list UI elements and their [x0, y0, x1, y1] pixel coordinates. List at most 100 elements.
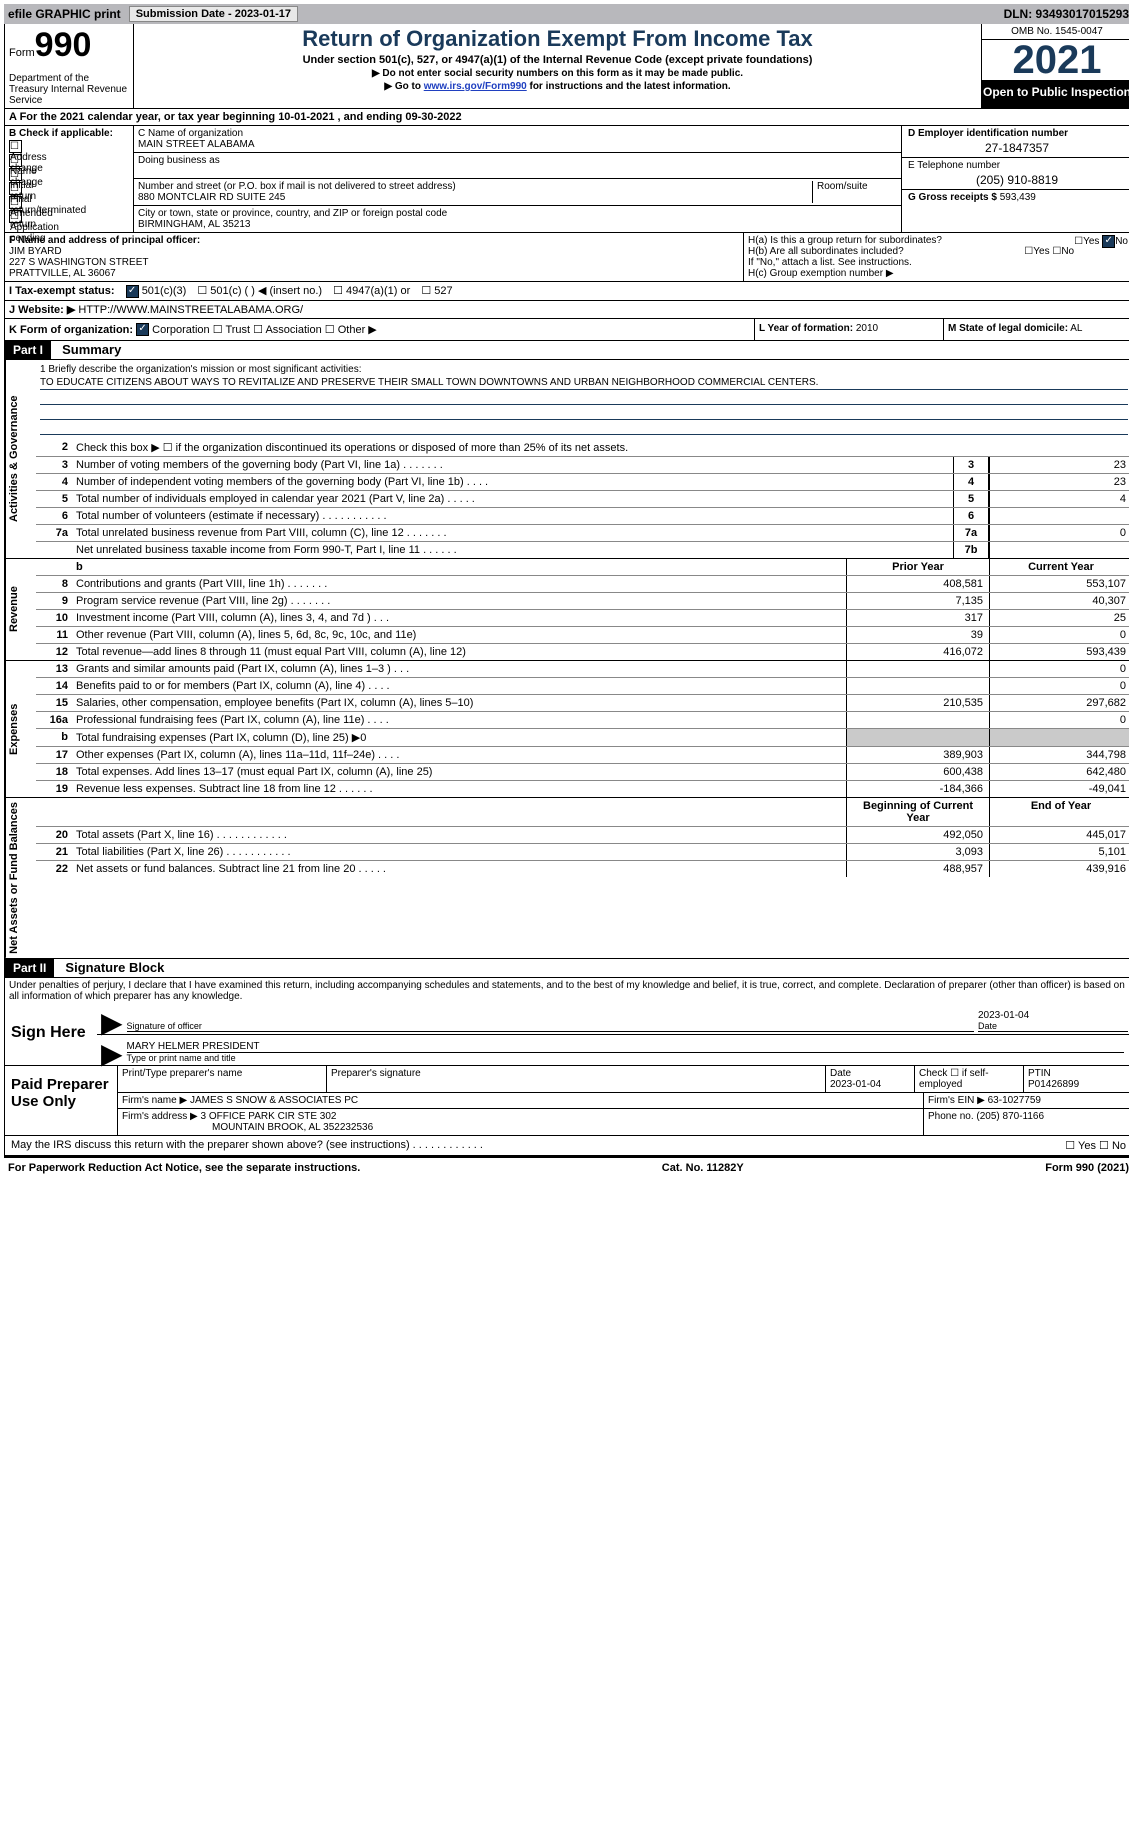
ein-cell: D Employer identification number 27-1847…	[902, 126, 1129, 158]
form-of-org: K Form of organization: ✓ Corporation ☐ …	[5, 319, 754, 341]
discuss-row: May the IRS discuss this return with the…	[4, 1136, 1129, 1156]
firm-name: JAMES S SNOW & ASSOCIATES PC	[190, 1095, 358, 1106]
section-f-h: F Name and address of principal officer:…	[4, 233, 1129, 282]
tel-cell: E Telephone number (205) 910-8819	[902, 158, 1129, 190]
firm-addr1: 3 OFFICE PARK CIR STE 302	[201, 1111, 337, 1122]
irs-link[interactable]: www.irs.gov/Form990	[424, 81, 527, 92]
form-label: Form	[9, 47, 35, 59]
ein: 27-1847357	[908, 141, 1126, 155]
dept-label: Department of the Treasury Internal Reve…	[9, 73, 129, 106]
room-suite: Room/suite	[813, 181, 897, 203]
officer-printed-name: MARY HELMER PRESIDENT	[127, 1041, 1124, 1052]
gross-cell: G Gross receipts $ 593,439	[902, 190, 1129, 205]
paid-preparer-label: Paid Preparer Use Only	[5, 1066, 118, 1135]
principal-officer: F Name and address of principal officer:…	[5, 233, 743, 281]
expense-line: 18Total expenses. Add lines 13–17 (must …	[36, 764, 1129, 781]
sign-here-label: Sign Here	[5, 1004, 97, 1065]
expense-line: bTotal fundraising expenses (Part IX, co…	[36, 729, 1129, 747]
expense-line: 14Benefits paid to or for members (Part …	[36, 678, 1129, 695]
declaration: Under penalties of perjury, I declare th…	[4, 978, 1129, 1004]
expense-line: 16aProfessional fundraising fees (Part I…	[36, 712, 1129, 729]
netassets-section: Net Assets or Fund Balances Beginning of…	[4, 798, 1129, 959]
officer-name: JIM BYARD	[9, 246, 739, 257]
chk-501c3: ✓	[126, 285, 139, 298]
instruction-2: ▶ Go to www.irs.gov/Form990 for instruct…	[140, 81, 975, 92]
header-left: Form990 Department of the Treasury Inter…	[5, 24, 134, 108]
ha-no-checked: ✓	[1102, 235, 1115, 248]
row-a-period: A For the 2021 calendar year, or tax yea…	[4, 109, 1129, 126]
revenue-line: 8Contributions and grants (Part VIII, li…	[36, 576, 1129, 593]
row-klm: K Form of organization: ✓ Corporation ☐ …	[4, 319, 1129, 342]
org-name-cell: C Name of organization MAIN STREET ALABA…	[134, 126, 901, 153]
expenses-section: Expenses 13Grants and similar amounts pa…	[4, 661, 1129, 798]
expense-line: 19Revenue less expenses. Subtract line 1…	[36, 781, 1129, 797]
form-number: 990	[35, 26, 92, 64]
chk-address-change[interactable]: ☐ Address change	[9, 140, 22, 153]
summary-line: Net unrelated business taxable income fr…	[36, 542, 1129, 558]
officer-addr2: PRATTVILLE, AL 36067	[9, 268, 739, 279]
section-h: H(a) Is this a group return for subordin…	[743, 233, 1129, 281]
summary-line: 5Total number of individuals employed in…	[36, 491, 1129, 508]
col-deg: D Employer identification number 27-1847…	[901, 126, 1129, 232]
row-j: J Website: ▶ HTTP://WWW.MAINSTREETALABAM…	[4, 301, 1129, 319]
website: HTTP://WWW.MAINSTREETALABAMA.ORG/	[78, 304, 303, 316]
year-formation: L Year of formation: 2010	[754, 319, 943, 341]
instruction-1: ▶ Do not enter social security numbers o…	[140, 68, 975, 79]
sig-arrow-icon: ▶	[101, 1015, 123, 1032]
dln: DLN: 93493017015293	[1004, 7, 1129, 21]
org-name: MAIN STREET ALABAMA	[138, 139, 897, 150]
form-subtitle: Under section 501(c), 527, or 4947(a)(1)…	[140, 54, 975, 66]
revenue-line: 10Investment income (Part VIII, column (…	[36, 610, 1129, 627]
tax-year: 2021	[982, 40, 1129, 81]
chk-corporation: ✓	[136, 323, 149, 336]
form-header: Form990 Department of the Treasury Inter…	[4, 24, 1129, 109]
state-domicile: M State of legal domicile: AL	[943, 319, 1129, 341]
part1-header: Part I Summary	[4, 341, 1129, 360]
dba-cell: Doing business as	[134, 153, 901, 179]
preparer-date: 2023-01-04	[830, 1079, 881, 1090]
tab-netassets: Net Assets or Fund Balances	[5, 798, 36, 958]
mission-block: 1 Briefly describe the organization's mi…	[36, 360, 1129, 439]
form-ref: Form 990 (2021)	[1045, 1162, 1129, 1174]
paperwork-notice: For Paperwork Reduction Act Notice, see …	[8, 1162, 360, 1174]
submission-date: Submission Date - 2023-01-17	[129, 6, 298, 22]
footer: For Paperwork Reduction Act Notice, see …	[4, 1156, 1129, 1178]
section-bcde: B Check if applicable: ☐ Address change …	[4, 126, 1129, 233]
form-title: Return of Organization Exempt From Incom…	[140, 26, 975, 52]
summary-line: 3Number of voting members of the governi…	[36, 457, 1129, 474]
mission-text: TO EDUCATE CITIZENS ABOUT WAYS TO REVITA…	[40, 377, 1128, 390]
open-inspection: Open to Public Inspection	[982, 81, 1129, 108]
sig-arrow-icon: ▶	[101, 1046, 123, 1063]
header-center: Return of Organization Exempt From Incom…	[134, 24, 981, 108]
cat-no: Cat. No. 11282Y	[662, 1162, 744, 1174]
officer-addr1: 227 S WASHINGTON STREET	[9, 257, 739, 268]
col-c: C Name of organization MAIN STREET ALABA…	[134, 126, 901, 232]
revenue-line: 11Other revenue (Part VIII, column (A), …	[36, 627, 1129, 644]
line-2: 2 Check this box ▶ ☐ if the organization…	[36, 439, 1129, 457]
part2-header: Part II Signature Block	[4, 959, 1129, 978]
revenue-line: 12Total revenue—add lines 8 through 11 (…	[36, 644, 1129, 660]
expense-line: 13Grants and similar amounts paid (Part …	[36, 661, 1129, 678]
tab-expenses: Expenses	[5, 661, 36, 797]
city-cell: City or town, state or province, country…	[134, 206, 901, 232]
firm-ein: 63-1027759	[988, 1095, 1041, 1106]
asset-line: 20Total assets (Part X, line 16) . . . .…	[36, 827, 1129, 844]
tab-revenue: Revenue	[5, 559, 36, 660]
summary-line: 6Total number of volunteers (estimate if…	[36, 508, 1129, 525]
revenue-header: b Prior Year Current Year	[36, 559, 1129, 576]
firm-phone: (205) 870-1166	[976, 1111, 1044, 1122]
street-cell: Number and street (or P.O. box if mail i…	[134, 179, 901, 206]
sign-here-block: Sign Here ▶ Signature of officer 2023-01…	[4, 1004, 1129, 1066]
row-i: I Tax-exempt status: ✓ 501(c)(3) ☐ 501(c…	[4, 282, 1129, 301]
summary-line: 7aTotal unrelated business revenue from …	[36, 525, 1129, 542]
telephone: (205) 910-8819	[908, 173, 1126, 187]
expense-line: 15Salaries, other compensation, employee…	[36, 695, 1129, 712]
revenue-line: 9Program service revenue (Part VIII, lin…	[36, 593, 1129, 610]
asset-line: 22Net assets or fund balances. Subtract …	[36, 861, 1129, 877]
ptin: P01426899	[1028, 1079, 1079, 1090]
header-right: OMB No. 1545-0047 2021 Open to Public In…	[981, 24, 1129, 108]
col-b-header: B Check if applicable:	[9, 128, 129, 139]
sig-date: 2023-01-04	[978, 1010, 1128, 1021]
gross-receipts: 593,439	[1000, 192, 1036, 203]
city-state-zip: BIRMINGHAM, AL 35213	[138, 219, 897, 230]
